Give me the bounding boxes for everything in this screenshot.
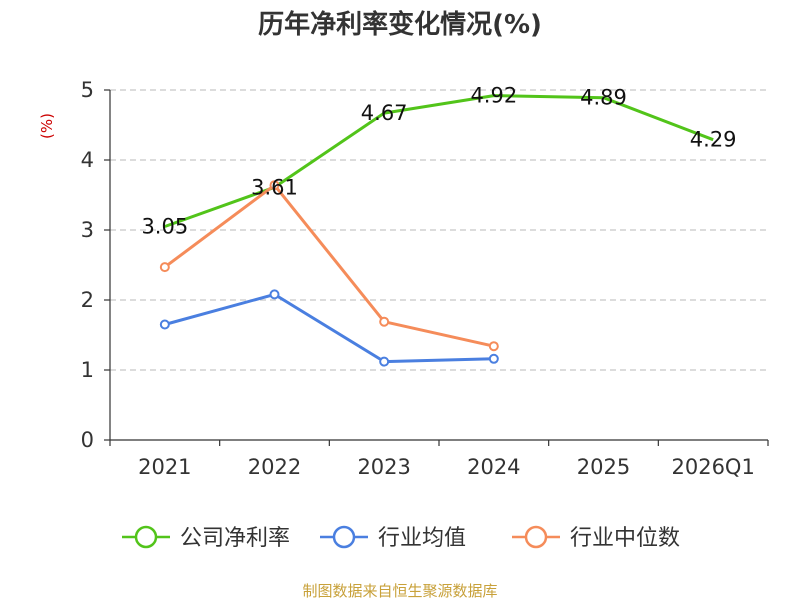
y-tick-label: 5 bbox=[81, 78, 94, 102]
data-labels: 3.05 3.61 4.67 4.92 4.89 4.29 bbox=[141, 84, 736, 239]
legend-label: 行业中位数 bbox=[570, 526, 680, 551]
data-point bbox=[379, 316, 390, 327]
data-point bbox=[488, 341, 499, 352]
data-point bbox=[269, 289, 280, 300]
legend-marker-2 bbox=[524, 525, 548, 549]
data-label: 4.67 bbox=[361, 101, 408, 125]
x-tick-label: 2024 bbox=[467, 455, 520, 479]
data-point bbox=[379, 356, 390, 367]
grid-lines bbox=[110, 89, 768, 371]
data-point bbox=[159, 262, 170, 273]
legend-label: 公司净利率 bbox=[180, 526, 290, 551]
x-tick-label: 2022 bbox=[248, 455, 301, 479]
series-group bbox=[159, 94, 714, 367]
data-label: 3.61 bbox=[251, 175, 298, 199]
data-label: 4.89 bbox=[580, 86, 627, 110]
chart-title: 历年净利率变化情况(%) bbox=[258, 9, 542, 40]
x-tick-label: 2026Q1 bbox=[671, 455, 754, 479]
legend-marker-0 bbox=[134, 525, 158, 549]
y-tick-label: 0 bbox=[81, 428, 94, 452]
data-point bbox=[269, 180, 280, 191]
data-label: 4.92 bbox=[470, 84, 517, 108]
y-tick-label: 1 bbox=[81, 358, 94, 382]
data-point bbox=[488, 353, 499, 364]
legend: 公司净利率 行业均值 行业中位数 bbox=[122, 525, 680, 551]
y-tick-label: 4 bbox=[81, 148, 94, 172]
legend-label: 行业均值 bbox=[378, 526, 466, 551]
y-axis-label: (%) bbox=[38, 113, 56, 139]
axes: 0 1 2 3 4 5 2021 2022 2023 2024 2025 2026Q1 bbox=[81, 78, 769, 479]
y-tick-label: 2 bbox=[81, 288, 94, 312]
x-tick-label: 2023 bbox=[357, 455, 410, 479]
series-line-1 bbox=[164, 292, 494, 364]
x-tick-label: 2021 bbox=[138, 455, 191, 479]
source-note: 制图数据来自恒生聚源数据库 bbox=[302, 582, 497, 600]
data-label: 4.29 bbox=[690, 128, 737, 152]
series-line-2 bbox=[163, 183, 495, 348]
data-label: 3.05 bbox=[141, 215, 188, 239]
y-tick-label: 3 bbox=[81, 218, 94, 242]
series-line-0 bbox=[164, 94, 714, 228]
x-tick-label: 2025 bbox=[577, 455, 630, 479]
data-point bbox=[159, 319, 170, 330]
legend-marker-1 bbox=[332, 525, 356, 549]
